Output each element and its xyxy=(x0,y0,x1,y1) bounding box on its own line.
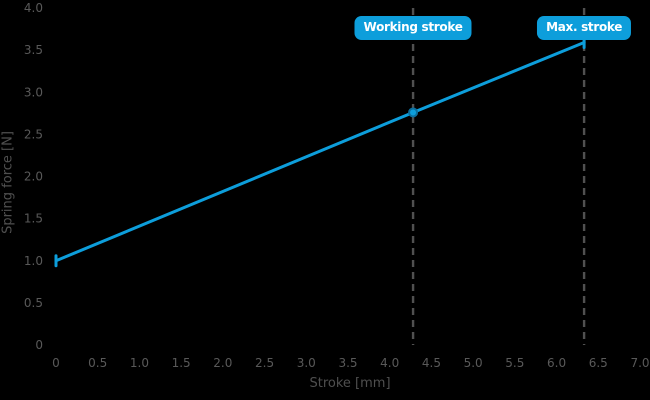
x-tick-label: 5.5 xyxy=(505,356,524,370)
y-tick-label: 4.0 xyxy=(24,1,43,15)
y-tick-label: 3.0 xyxy=(24,85,43,99)
y-tick-label: 2.5 xyxy=(24,127,43,141)
x-tick-label: 0 xyxy=(52,356,60,370)
annotation-label-working-stroke: Working stroke xyxy=(354,16,472,40)
x-tick-label: 0.5 xyxy=(88,356,107,370)
x-tick-label: 1.0 xyxy=(130,356,149,370)
y-tick-label: 1.0 xyxy=(24,254,43,268)
y-tick-label: 1.5 xyxy=(24,212,43,226)
y-axis-title: Spring force [N] xyxy=(0,131,16,234)
x-tick-label: 3.0 xyxy=(297,356,316,370)
x-tick-label: 5.0 xyxy=(464,356,483,370)
working-point-marker xyxy=(408,107,419,118)
x-tick-label: 2.0 xyxy=(213,356,232,370)
x-tick-label: 3.5 xyxy=(338,356,357,370)
y-tick-label: 0.5 xyxy=(24,296,43,310)
x-tick-label: 6.0 xyxy=(547,356,566,370)
series-line xyxy=(54,41,586,263)
x-axis-title: Stroke [mm] xyxy=(309,376,391,391)
x-tick-label: 7.0 xyxy=(630,356,649,370)
x-tick-label: 4.0 xyxy=(380,356,399,370)
y-tick-label: 0 xyxy=(35,338,43,352)
y-tick-label: 2.0 xyxy=(24,170,43,184)
x-tick-label: 2.5 xyxy=(255,356,274,370)
y-tick-label: 3.5 xyxy=(24,43,43,57)
annotation-label-max-stroke: Max. stroke xyxy=(537,16,632,40)
x-tick-label: 6.5 xyxy=(589,356,608,370)
x-tick-label: 4.5 xyxy=(422,356,441,370)
x-tick-label: 1.5 xyxy=(172,356,191,370)
